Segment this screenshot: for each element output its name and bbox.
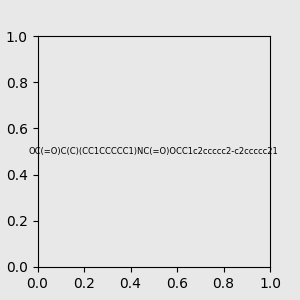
Text: OC(=O)C(C)(CC1CCCCC1)NC(=O)OCC1c2ccccc2-c2ccccc21: OC(=O)C(C)(CC1CCCCC1)NC(=O)OCC1c2ccccc2-…	[29, 147, 279, 156]
